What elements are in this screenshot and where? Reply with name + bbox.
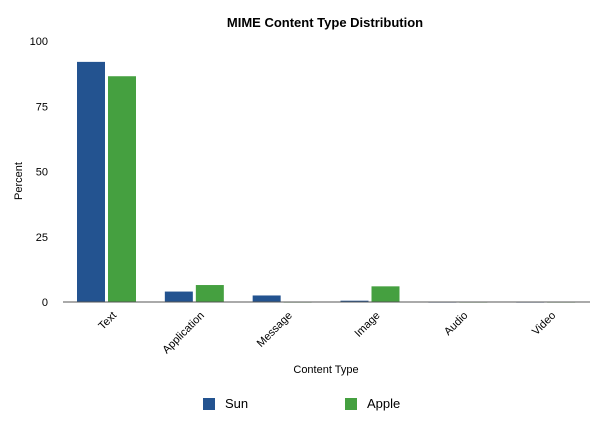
y-tick-label: 50 bbox=[36, 167, 48, 179]
legend-label-sun: Sun bbox=[225, 396, 249, 411]
x-tick-label-message: Message bbox=[255, 310, 295, 350]
legend-swatch-apple bbox=[345, 397, 357, 410]
legend-item-apple: Apple bbox=[345, 396, 400, 411]
y-tick-label: 25 bbox=[36, 232, 48, 244]
x-tick-label-text: Text bbox=[96, 310, 119, 333]
x-tick-label-image: Image bbox=[353, 310, 383, 340]
bars bbox=[77, 61, 576, 303]
y-axis-label: Percent bbox=[13, 162, 25, 200]
bar-sun-image bbox=[340, 300, 369, 302]
x-tick-label-audio: Audio bbox=[442, 310, 470, 338]
chart-title: MIME Content Type Distribution bbox=[227, 15, 423, 30]
legend-swatch-sun bbox=[203, 397, 215, 410]
x-tick-label-application: Application bbox=[160, 310, 207, 357]
legend: Sun Apple bbox=[0, 396, 610, 416]
bar-sun-message bbox=[252, 295, 281, 302]
y-tick-label: 75 bbox=[36, 101, 48, 113]
y-tick-label: 0 bbox=[42, 297, 48, 309]
x-tick-label-video: Video bbox=[530, 310, 558, 338]
y-tick-label: 100 bbox=[30, 36, 48, 48]
legend-item-sun: Sun bbox=[203, 396, 248, 411]
bar-apple-image bbox=[371, 286, 400, 302]
x-tick-labels: Text Application Message Image Audio Video bbox=[96, 310, 558, 357]
x-axis-label: Content Type bbox=[293, 364, 358, 376]
bar-sun-text bbox=[77, 61, 105, 302]
bar-apple-text bbox=[108, 76, 136, 302]
legend-label-apple: Apple bbox=[367, 396, 401, 411]
y-tick-labels: 0 25 50 75 100 bbox=[30, 36, 48, 309]
bar-apple-application bbox=[195, 285, 224, 302]
bar-sun-application bbox=[164, 291, 193, 302]
